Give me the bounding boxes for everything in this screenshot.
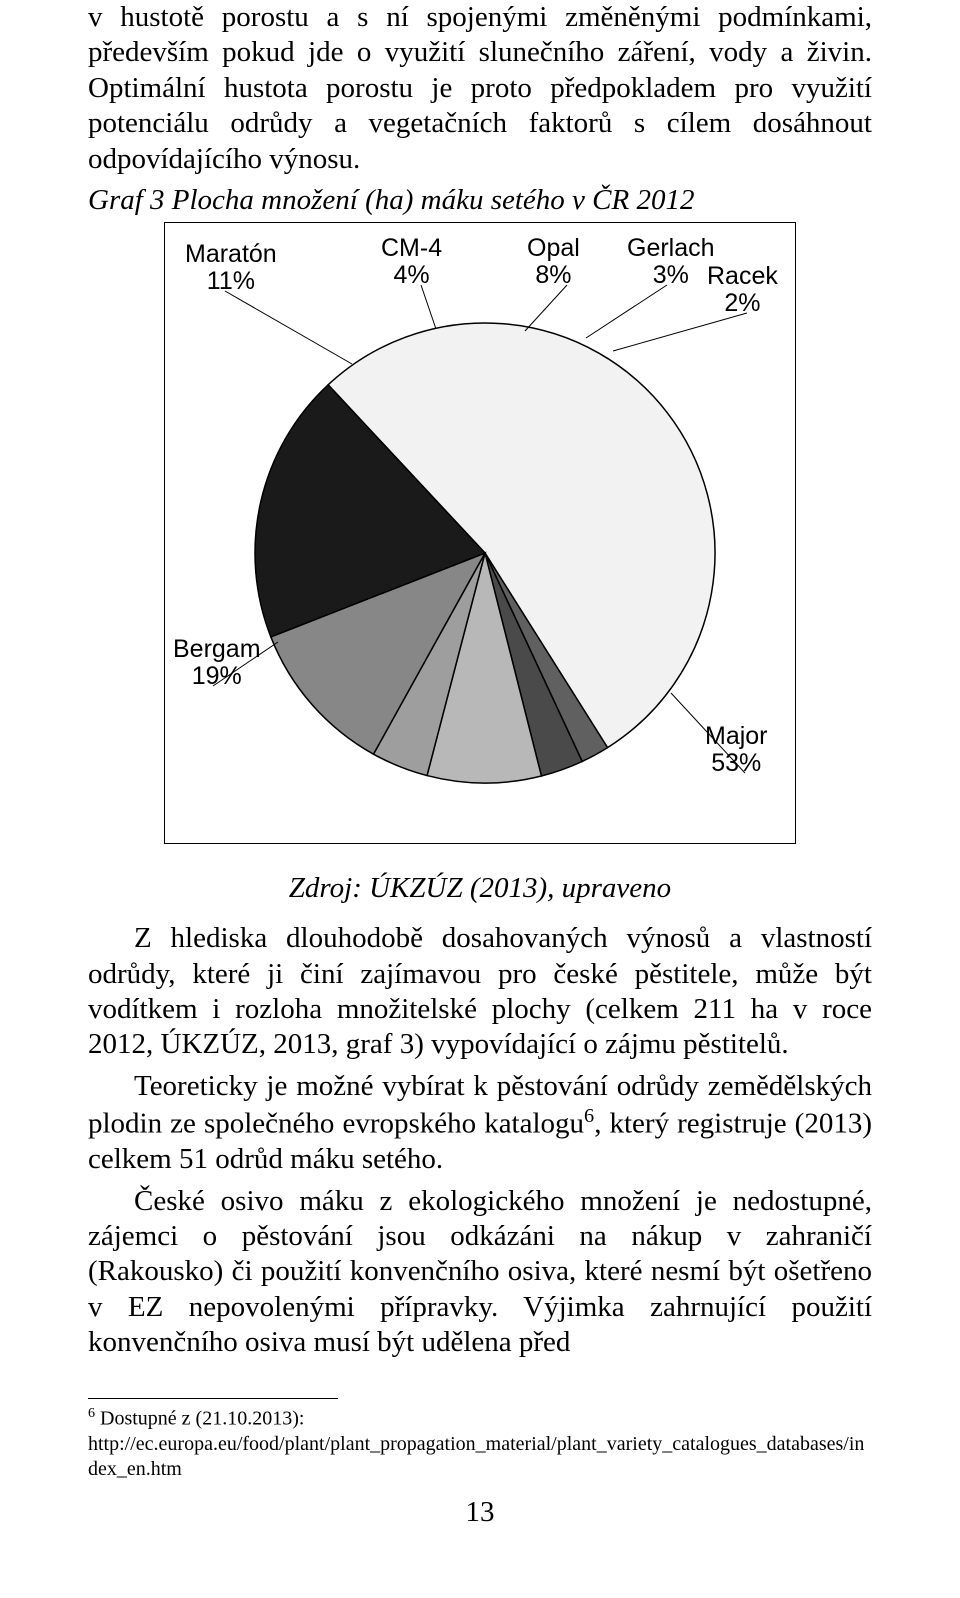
chart-label-bergam: Bergam19% <box>173 636 261 689</box>
footnote-separator <box>88 1398 338 1399</box>
chart-label-maratón: Maratón11% <box>185 241 277 294</box>
chart-label-name: Major <box>705 723 768 749</box>
chart-label-name: Racek <box>707 263 778 289</box>
chart-title: Graf 3 Plocha množení (ha) máku setého v… <box>88 183 872 218</box>
chart-label-value: 3% <box>627 262 715 288</box>
footnote-6: 6 Dostupné z (21.10.2013): http://ec.eur… <box>88 1405 872 1482</box>
chart-label-opal: Opal8% <box>527 235 580 288</box>
chart-label-value: 53% <box>705 750 768 776</box>
chart-label-gerlach: Gerlach3% <box>627 235 715 288</box>
chart-label-major: Major53% <box>705 723 768 776</box>
chart-label-racek: Racek2% <box>707 263 778 316</box>
footnote-marker-6: 6 <box>88 1406 95 1421</box>
leader-line <box>586 285 667 338</box>
footnote-url: http://ec.europa.eu/food/plant/plant_pro… <box>88 1433 864 1480</box>
chart-source: Zdroj: ÚKZÚZ (2013), upraveno <box>88 872 872 905</box>
chart-label-cm-4: CM-44% <box>381 235 442 288</box>
paragraph-3: Teoreticky je možné vybírat k pěstování … <box>88 1069 872 1178</box>
chart-label-value: 4% <box>381 262 442 288</box>
chart-label-name: Gerlach <box>627 235 715 261</box>
paragraph-1: v hustotě porostu a s ní spojenými změně… <box>88 0 872 177</box>
page-number: 13 <box>88 1496 872 1529</box>
paragraph-2: Z hlediska dlouhodobě dosahovaných výnos… <box>88 921 872 1063</box>
chart-label-name: Opal <box>527 235 580 261</box>
chart-label-name: Bergam <box>173 636 261 662</box>
chart-label-name: CM-4 <box>381 235 442 261</box>
chart-label-name: Maratón <box>185 241 277 267</box>
leader-line <box>421 285 436 329</box>
chart-label-value: 2% <box>707 290 778 316</box>
footnote-text-a: Dostupné z (21.10.2013): <box>95 1408 304 1430</box>
chart-label-value: 8% <box>527 262 580 288</box>
leader-line <box>225 291 352 364</box>
leader-line <box>525 285 567 331</box>
paragraph-4: České osivo máku z ekologického množení … <box>88 1184 872 1361</box>
leader-line <box>613 313 747 351</box>
pie-chart-svg <box>165 223 795 843</box>
chart-label-value: 11% <box>185 268 277 294</box>
chart-label-value: 19% <box>173 663 261 689</box>
pie-chart: Maratón11% CM-44% Opal8% Gerlach3%Racek2% Be… <box>164 222 796 844</box>
footnote-ref-6: 6 <box>584 1105 594 1127</box>
